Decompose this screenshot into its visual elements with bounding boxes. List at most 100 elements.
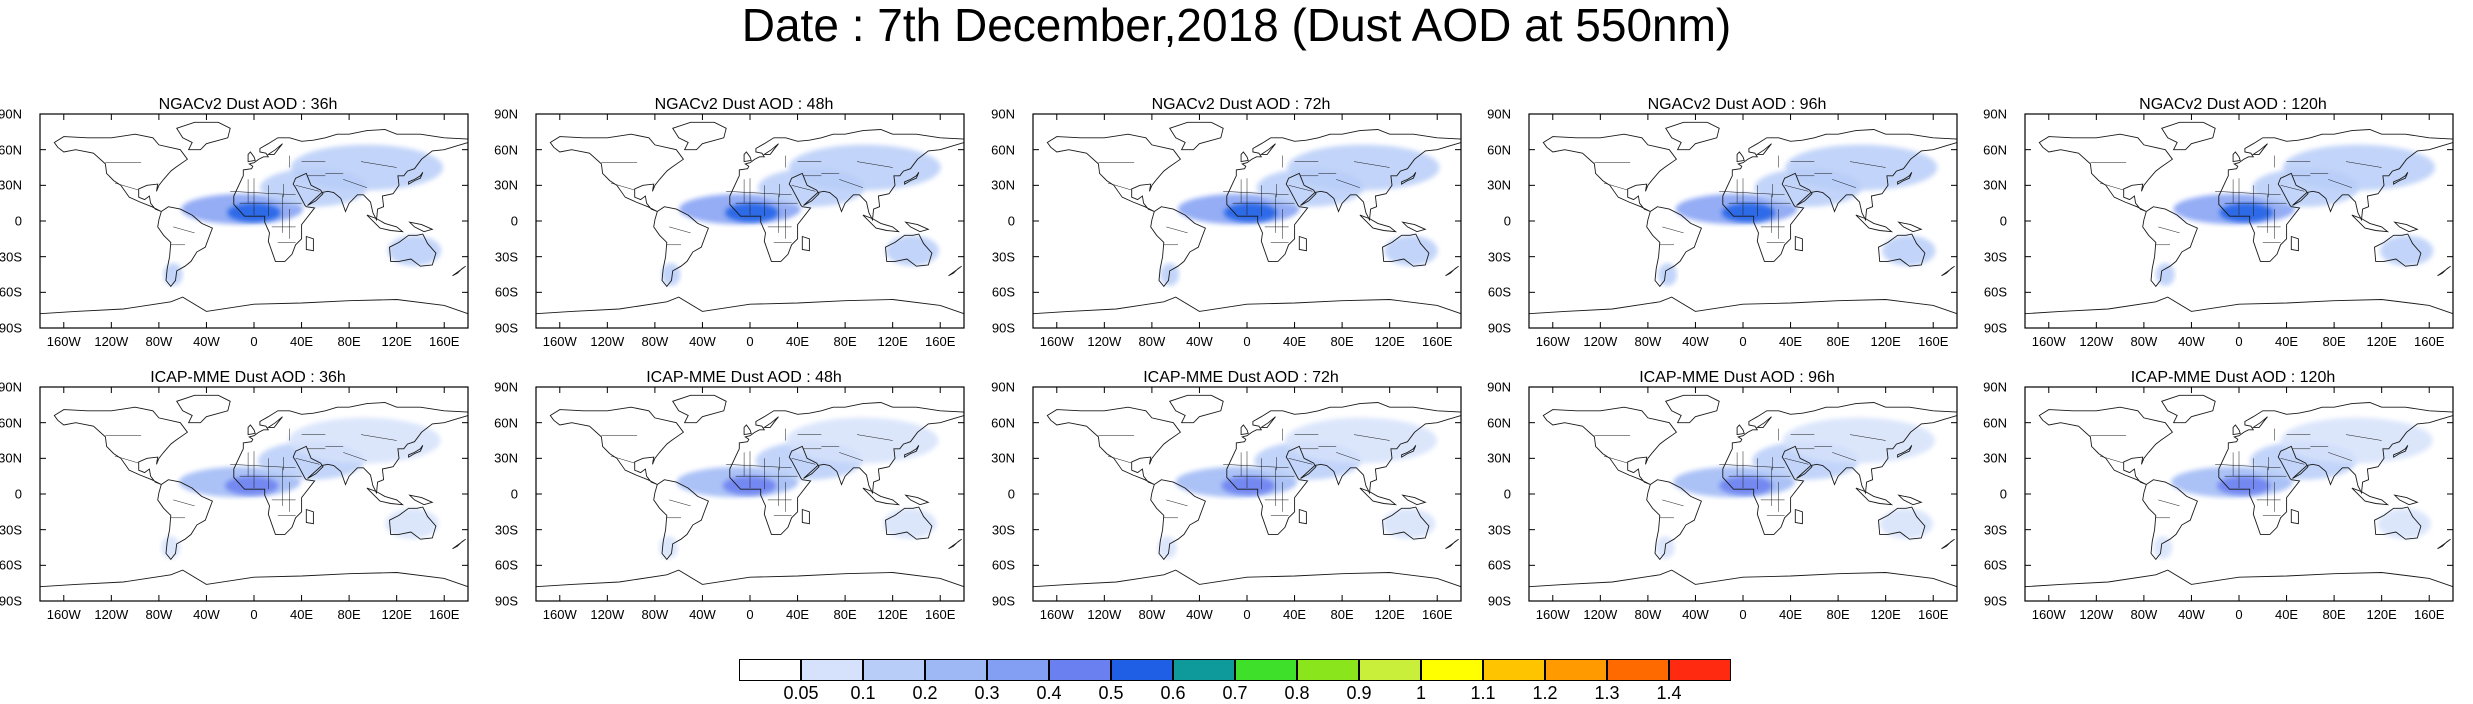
country-border (1107, 182, 1132, 191)
x-tick-label: 80E (833, 334, 857, 349)
dust-region-patagonia (161, 536, 181, 559)
map-panel: NGACv2 Dust AOD : 96h 90N 60N 30N 0 30S 60S 90S… (1487, 96, 1985, 349)
x-tick-label: 40W (689, 607, 716, 622)
y-tick-label: 30S (991, 249, 1015, 265)
coastline-greenland (176, 394, 231, 424)
x-tick-label: 120W (590, 607, 625, 622)
coastline-scandinavia-lake (2251, 143, 2268, 155)
map-panel: ICAP-MME Dust AOD : 36h 90N 60N 30N 0 30S 60S 9… (0, 369, 496, 622)
y-tick-label: 60S (991, 557, 1015, 573)
y-tick-label: 30S (0, 522, 22, 538)
coastline-uk (1240, 424, 1249, 436)
country-border (1336, 179, 1360, 188)
x-tick-label: 40E (785, 334, 810, 349)
dust-region-patagonia (661, 263, 681, 286)
coastline-south-america (653, 479, 709, 561)
x-tick-label: 40E (2274, 607, 2299, 622)
coastline-madagascar (1298, 508, 1307, 525)
y-tick-label: 90N (1983, 106, 2007, 122)
map-plot-area (1032, 113, 1462, 329)
panel-title: NGACv2 Dust AOD : 72h (1151, 96, 1331, 113)
y-tick-label: 30S (0, 249, 22, 265)
coastline-australia (1878, 506, 1926, 540)
coastline-madagascar (801, 508, 810, 525)
colorbar-swatch (1483, 659, 1545, 681)
coastline-indonesia (1855, 214, 1894, 233)
colorbar-label: 0.8 (1284, 683, 1310, 703)
coastline-eurasia-africa (1722, 129, 1958, 262)
x-tick-label: 40E (2274, 334, 2299, 349)
coastline-new-guinea (1897, 221, 1923, 233)
world-map (1032, 113, 1462, 329)
x-tick-label: 80W (1138, 607, 1166, 622)
y-tick-label: 60S (991, 284, 1015, 300)
country-border (230, 464, 296, 469)
x-tick-label: 160W (46, 334, 81, 349)
x-tick-label: 120E (1374, 334, 1405, 349)
map-plot-area (1528, 113, 1958, 329)
coastline-new-guinea (1401, 494, 1427, 506)
coastline-greenland (1169, 394, 1224, 424)
coastline-uk (1736, 424, 1745, 436)
y-tick-label: 0 (1999, 213, 2007, 229)
y-tick-label: 90N (494, 106, 518, 122)
coastline-uk (247, 151, 256, 163)
coastline-scandinavia-lake (1755, 416, 1772, 428)
country-border (360, 161, 397, 168)
colorbar-swatch (1297, 659, 1359, 681)
coastline-eurasia-africa (1722, 402, 1958, 535)
country-border (1662, 226, 1684, 234)
coastline-indonesia (2351, 487, 2390, 506)
coastline-new-guinea (2393, 221, 2419, 233)
coastline-indonesia (366, 214, 405, 233)
dust-region-patagonia (1657, 263, 1678, 286)
country-border (173, 499, 195, 507)
x-tick-label: 80W (145, 607, 173, 622)
coastline-north-america (1046, 133, 1182, 212)
country-border (114, 455, 139, 464)
coastline-madagascar (1794, 235, 1803, 252)
x-tick-label: 120W (2079, 607, 2114, 622)
y-tick-label: 60N (1487, 142, 1511, 158)
x-tick-label: 160W (542, 334, 577, 349)
country-border (1849, 434, 1886, 441)
x-tick-label: 120W (94, 334, 129, 349)
x-tick-label: 120E (381, 334, 412, 349)
x-tick-label: 160W (1535, 607, 1570, 622)
coastline-new-guinea (904, 494, 930, 506)
coastline-south-america (2142, 479, 2198, 561)
coastline-scandinavia-lake (1259, 416, 1276, 428)
colorbar-label: 1.2 (1532, 683, 1558, 703)
x-tick-label: 120E (381, 607, 412, 622)
dust-region-australia (1382, 508, 1436, 539)
figure-title: Date : 7th December,2018 (Dust AOD at 55… (741, 0, 1732, 51)
coastline-madagascar (801, 235, 810, 252)
country-border (1603, 455, 1628, 464)
country-border (1166, 499, 1188, 507)
x-tick-label: 120W (94, 607, 129, 622)
colorbar-label: 0.9 (1346, 683, 1372, 703)
x-tick-label: 160E (925, 607, 956, 622)
country-border (1784, 185, 1809, 192)
x-tick-label: 160E (2414, 607, 2445, 622)
x-tick-label: 80E (337, 607, 361, 622)
y-tick-label: 90N (1983, 379, 2007, 395)
x-tick-label: 160E (925, 334, 956, 349)
y-tick-label: 30N (0, 450, 22, 466)
dust-region-central-asia-china (786, 417, 939, 464)
x-tick-label: 120E (2366, 607, 2397, 622)
colorbar-label: 0.5 (1098, 683, 1124, 703)
x-tick-label: 160E (2414, 334, 2445, 349)
world-map (535, 386, 965, 602)
x-tick-label: 120E (1870, 607, 1901, 622)
y-tick-label: 90S (494, 320, 518, 336)
country-border (669, 499, 691, 507)
country-border (726, 464, 792, 469)
y-tick-label: 30N (1983, 177, 2007, 193)
coastline-japan (1897, 445, 1913, 458)
coastline-greenland (2161, 394, 2216, 424)
coastline-greenland (672, 394, 727, 424)
coastline-new-guinea (904, 221, 930, 233)
y-tick-label: 90N (1487, 106, 1511, 122)
y-tick-label: 30S (1983, 249, 2007, 265)
